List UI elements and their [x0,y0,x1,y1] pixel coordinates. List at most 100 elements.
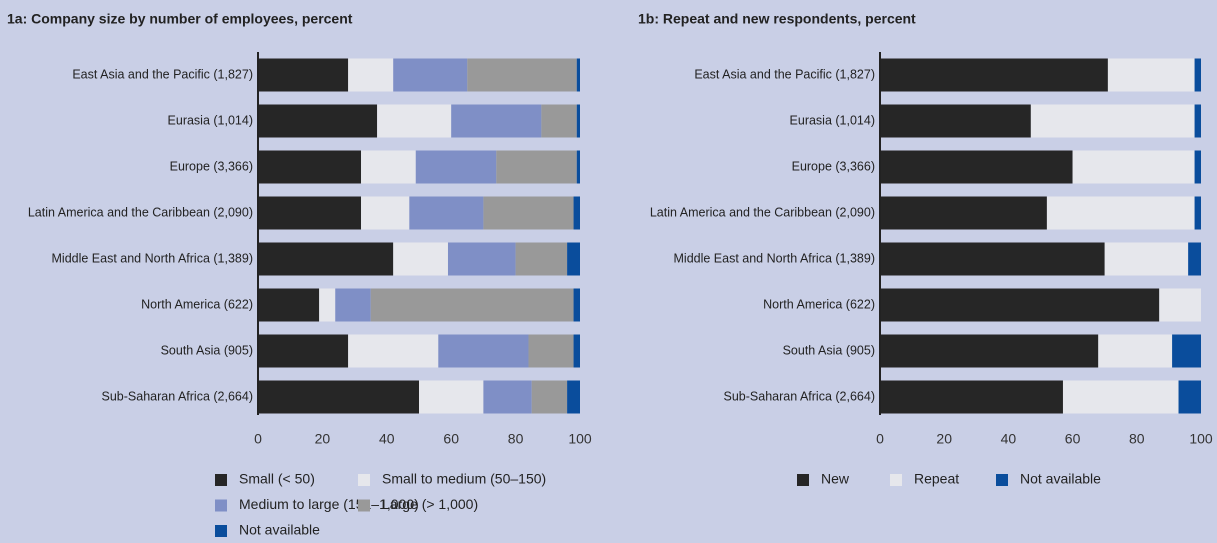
bar-segment [1062,380,1179,414]
y-tick-label: Europe (3,366) [792,159,875,173]
bar-segment [258,104,378,138]
legend-swatch [215,525,227,537]
bar-segment [483,196,574,230]
legend-swatch [890,474,902,486]
bar-segment [419,380,484,414]
x-tick-label: 60 [1065,431,1081,447]
x-tick-label: 40 [1001,431,1017,447]
legend-label: Not available [1020,471,1101,487]
x-tick-label: 20 [315,431,331,447]
bar-segment [573,334,580,368]
legend-label: Large (> 1,000) [382,496,478,512]
x-tick-label: 20 [936,431,952,447]
bar-segment [467,58,577,92]
bar-segment [880,58,1108,92]
bar-segment [1046,196,1195,230]
bar-segment [1107,58,1195,92]
bar-segment [567,242,580,276]
bar-segment [528,334,574,368]
bar-segment [1104,242,1189,276]
bar-segment [361,196,410,230]
bar-segment [573,288,580,322]
legend-label: Not available [239,522,320,538]
x-tick-label: 0 [876,431,884,447]
y-tick-label: Europe (3,366) [170,159,253,173]
y-tick-label: Middle East and North Africa (1,389) [52,251,254,265]
y-tick-label: Latin America and the Caribbean (2,090) [650,205,875,219]
bar-segment [567,380,580,414]
bar-segment [393,242,448,276]
bar-segment [496,150,577,184]
bar-segment [258,196,362,230]
bar-segment [880,334,1099,368]
bar-segment [483,380,532,414]
legend-swatch [797,474,809,486]
bar-segment [393,58,468,92]
x-tick-label: 40 [379,431,395,447]
bar-segment [409,196,484,230]
bar-segment [576,58,580,92]
chart-title: 1b: Repeat and new respondents, percent [638,11,916,27]
legend-swatch [358,474,370,486]
x-tick-label: 100 [568,431,592,447]
bar-segment [576,150,580,184]
bar-segment [531,380,568,414]
bar-segment [1188,242,1201,276]
bar-segment [1098,334,1173,368]
bar-segment [1178,380,1201,414]
legend-label: Small (< 50) [239,471,315,487]
bar-segment [880,288,1160,322]
legend-label: New [821,471,850,487]
legend-label: Repeat [914,471,959,487]
legend-label: Small to medium (50–150) [382,471,546,487]
y-tick-label: East Asia and the Pacific (1,827) [72,67,253,81]
bar-segment [1194,104,1201,138]
bar-segment [447,242,516,276]
bar-segment [258,242,394,276]
chart-title: 1a: Company size by number of employees,… [7,11,353,27]
legend-swatch [215,499,227,512]
bar-segment [451,104,542,138]
bar-segment [370,288,574,322]
y-tick-label: South Asia (905) [783,343,875,357]
y-tick-label: Middle East and North Africa (1,389) [674,251,876,265]
x-tick-label: 60 [443,431,459,447]
y-tick-label: North America (622) [763,297,875,311]
y-tick-label: North America (622) [141,297,253,311]
bar-segment [1194,150,1201,184]
bar-segment [438,334,529,368]
bar-segment [258,58,349,92]
bar-segment [880,104,1031,138]
y-tick-label: Latin America and the Caribbean (2,090) [28,205,253,219]
y-tick-label: South Asia (905) [161,343,253,357]
bar-segment [258,150,362,184]
legend-swatch [215,474,227,486]
bar-segment [1194,196,1201,230]
bar-segment [541,104,577,138]
bar-segment [348,334,439,368]
bar-segment [335,288,371,322]
legend-swatch [358,499,370,512]
bar-segment [880,380,1063,414]
bar-segment [573,196,580,230]
bar-segment [880,242,1105,276]
bar-segment [1159,288,1201,322]
bar-segment [1194,58,1201,92]
bar-segment [1030,104,1195,138]
bar-segment [515,242,568,276]
x-tick-label: 80 [508,431,524,447]
y-tick-label: Eurasia (1,014) [790,113,875,127]
bar-segment [576,104,580,138]
x-tick-label: 100 [1189,431,1213,447]
bar-segment [258,380,419,414]
bar-segment [319,288,336,322]
y-tick-label: Eurasia (1,014) [168,113,253,127]
bar-segment [880,150,1073,184]
bar-segment [258,288,320,322]
legend-swatch [996,474,1008,486]
bar-segment [880,196,1047,230]
x-tick-label: 80 [1129,431,1145,447]
bar-segment [258,334,349,368]
x-tick-label: 0 [254,431,262,447]
